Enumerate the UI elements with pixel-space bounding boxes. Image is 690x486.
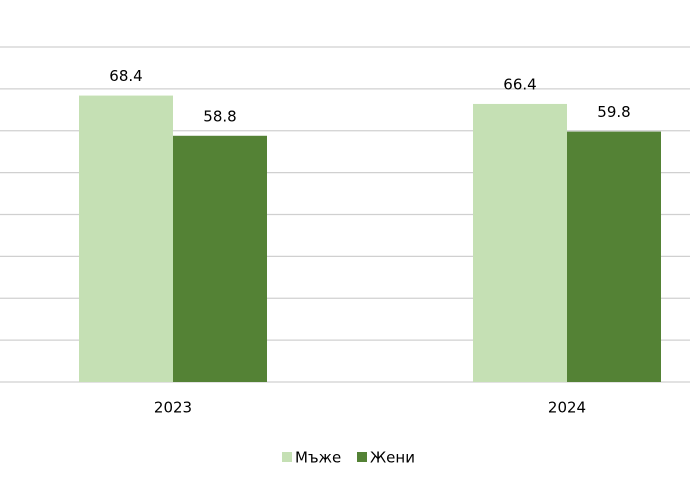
- data-label: 66.4: [503, 75, 536, 93]
- data-label: 59.8: [597, 103, 630, 121]
- data-label: 58.8: [203, 107, 236, 125]
- bar: [567, 131, 661, 382]
- legend-swatch: [282, 452, 292, 462]
- data-label: 68.4: [109, 67, 142, 85]
- legend-label: Жени: [370, 449, 415, 467]
- legend-swatch: [357, 452, 367, 462]
- legend-label: Мъже: [295, 449, 341, 467]
- bar: [79, 95, 173, 382]
- bar: [473, 103, 567, 382]
- x-tick-label: 2023: [154, 399, 192, 417]
- bar: [173, 135, 267, 382]
- x-tick-label: 2024: [548, 399, 586, 417]
